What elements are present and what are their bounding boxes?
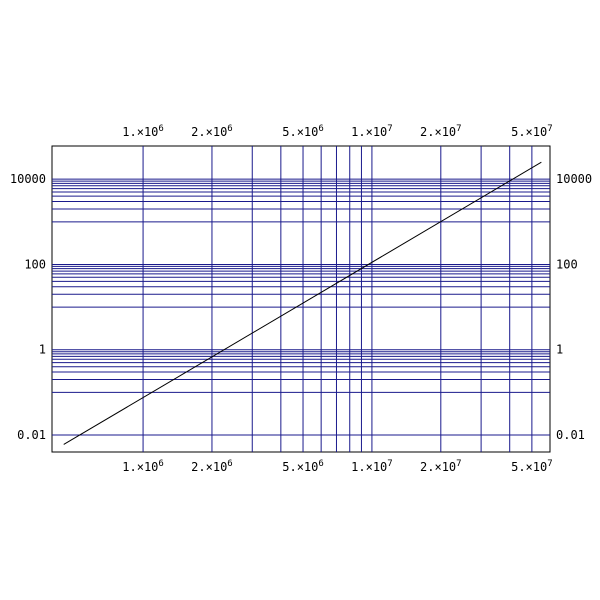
tick-labels: 1.×106 1.×106 2.×106 2.×106 5.×106 5.×106 1.×1… (10, 124, 592, 474)
y-tick-label-left: 0.01 (17, 428, 46, 442)
series-layer (63, 161, 542, 445)
y-tick-label-right: 0.01 (556, 428, 585, 442)
x-tick-label-bottom: 5.×106 (282, 459, 324, 474)
plot-frame (51, 145, 551, 453)
x-tick-label-bottom: 1.×107 (351, 459, 393, 474)
x-tick-label-top: 2.×107 (420, 124, 462, 139)
x-tick-label-top: 1.×106 (122, 124, 164, 139)
x-tick-label-bottom: 2.×106 (191, 459, 233, 474)
x-tick-label-bottom: 1.×106 (122, 459, 164, 474)
x-tick-label-top: 2.×106 (191, 124, 233, 139)
x-tick-label-bottom: 2.×107 (420, 459, 462, 474)
y-tick-label-right: 100 (556, 257, 578, 271)
x-tick-label-top: 1.×107 (351, 124, 393, 139)
grid-lines (52, 146, 550, 452)
y-tick-label-left: 100 (24, 257, 46, 271)
x-tick-label-bottom: 5.×107 (511, 459, 553, 474)
y-tick-label-left: 10000 (10, 172, 46, 186)
x-tick-label-top: 5.×107 (511, 124, 553, 139)
y-tick-label-right: 10000 (556, 172, 592, 186)
series-line (63, 161, 542, 445)
y-tick-label-right: 1 (556, 343, 563, 357)
y-tick-label-left: 1 (39, 343, 46, 357)
x-tick-label-top: 5.×106 (282, 124, 324, 139)
